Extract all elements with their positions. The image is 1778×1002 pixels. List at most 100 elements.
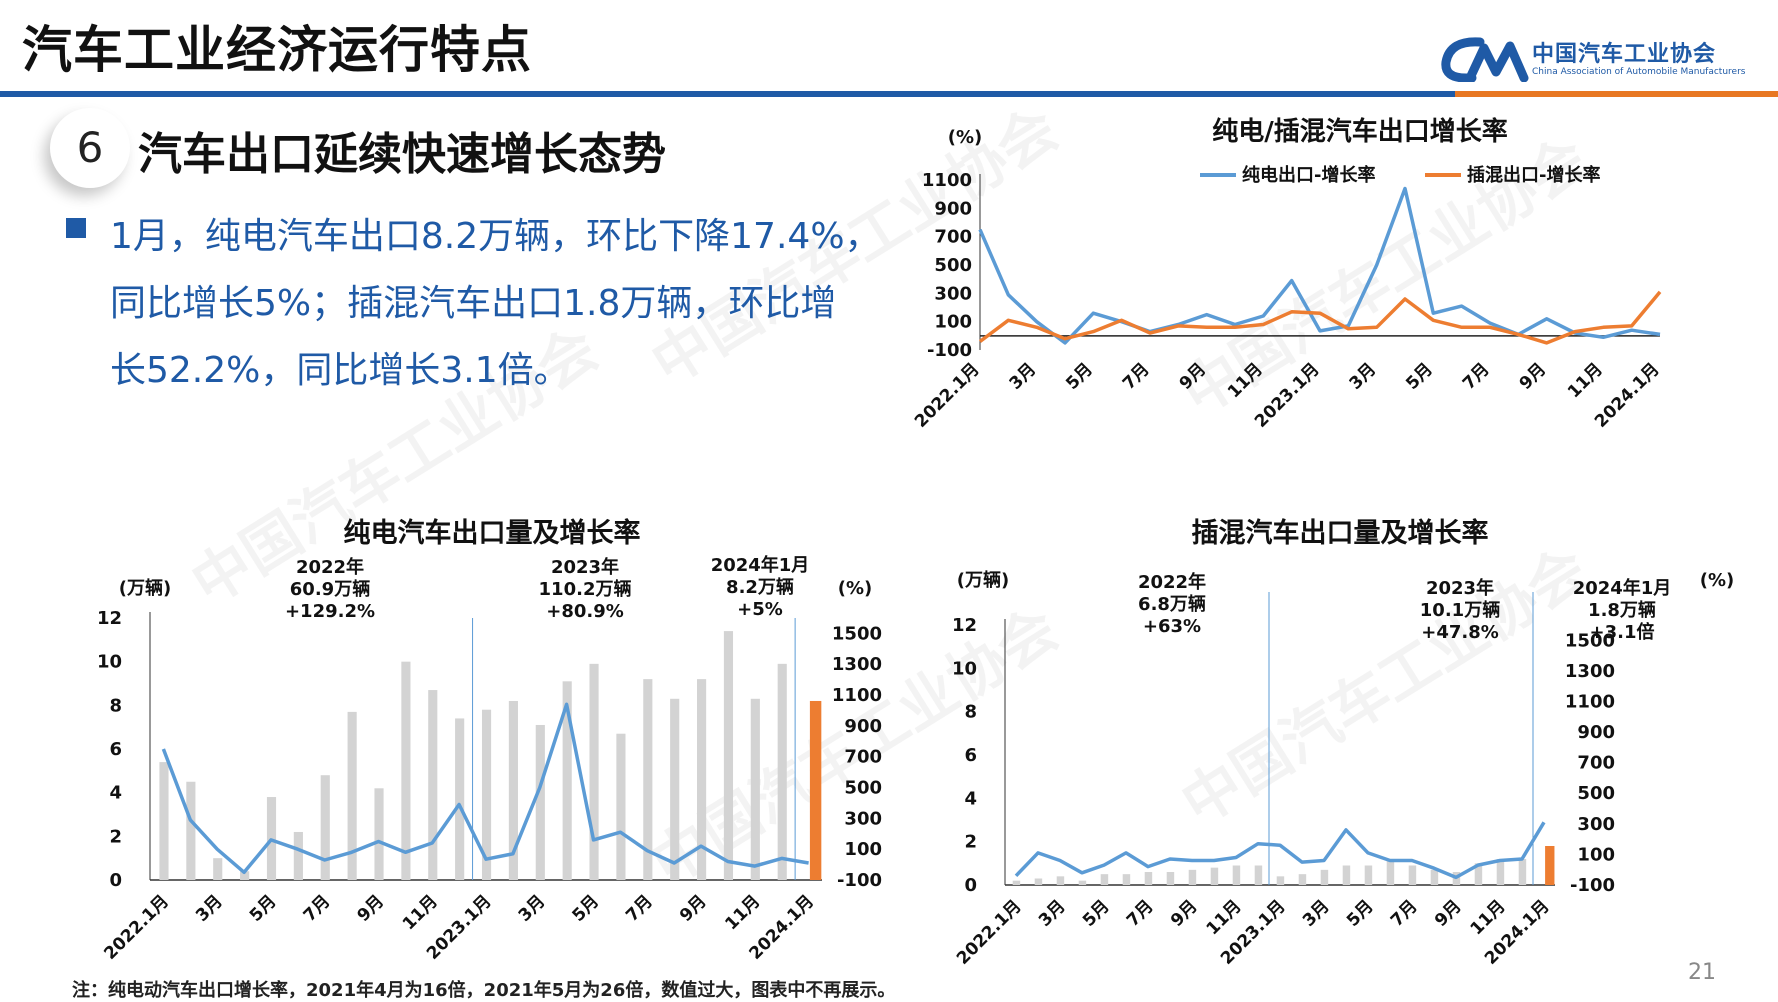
y2-tick-label: 1100 xyxy=(1565,691,1615,712)
year-summary-annotation: 10.1万辆 xyxy=(1420,599,1500,621)
export-volume-bar xyxy=(1255,866,1262,886)
export-volume-bar xyxy=(428,690,437,880)
bullet-text-line: 长52.2%，同比增长3.1倍。 xyxy=(110,341,570,393)
y2-tick-label: 700 xyxy=(844,747,882,768)
y2-tick-label: 1500 xyxy=(832,623,882,644)
x-tick-label: 7月 xyxy=(1387,896,1422,931)
x-tick-label: 11月 xyxy=(721,891,764,934)
x-tick-label: 5月 xyxy=(569,891,604,926)
x-tick-label: 7月 xyxy=(1123,896,1158,931)
y-tick-label: -100 xyxy=(927,340,972,361)
y-tick-label: 1100 xyxy=(922,170,972,191)
y-tick-label: 0 xyxy=(109,870,122,891)
x-tick-label: 5月 xyxy=(1079,896,1114,931)
export-volume-bar xyxy=(1277,876,1284,885)
export-volume-bar xyxy=(1343,866,1350,886)
export-volume-bar xyxy=(1365,866,1372,886)
x-tick-label: 9月 xyxy=(1516,359,1551,394)
export-volume-bar xyxy=(1079,881,1086,885)
y2-tick-label: 900 xyxy=(844,716,882,737)
export-volume-bar xyxy=(1409,866,1416,886)
export-volume-bar xyxy=(1233,866,1240,886)
footnote: 注：纯电动汽车出口增长率，2021年4月为16倍，2021年5月为26倍，数值过… xyxy=(72,976,895,1002)
export-volume-bar xyxy=(778,664,787,880)
export-volume-bar xyxy=(1123,874,1130,885)
header-rule-accent xyxy=(1455,91,1778,97)
year-summary-annotation: +63% xyxy=(1143,616,1201,637)
y2-tick-label: 300 xyxy=(844,808,882,829)
y2-tick-label: 900 xyxy=(1577,722,1615,743)
legend-label: 插混出口-增长率 xyxy=(1467,164,1600,186)
page-title: 汽车工业经济运行特点 xyxy=(22,10,532,82)
export-volume-bar xyxy=(186,782,195,880)
year-summary-annotation: +5% xyxy=(737,599,783,620)
x-tick-label: 3月 xyxy=(192,891,227,926)
y-tick-label: 4 xyxy=(964,788,977,809)
export-volume-bar xyxy=(1035,879,1042,886)
section-title: 汽车出口延续快速增长态势 xyxy=(138,118,666,182)
x-tick-label: 5月 xyxy=(1062,359,1097,394)
year-summary-annotation: 2023年 xyxy=(1426,577,1494,599)
export-volume-bar xyxy=(321,775,330,880)
chart-title: 纯电/插混汽车出口增长率 xyxy=(1212,116,1508,147)
x-tick-label: 2022.1月 xyxy=(911,359,984,432)
x-tick-label: 5月 xyxy=(1343,896,1378,931)
phev-export-chart: 插混汽车出口量及增长率(万辆)(%)024681012-100100300500… xyxy=(935,500,1775,970)
year-summary-annotation: 8.2万辆 xyxy=(726,576,794,598)
x-tick-label: 7月 xyxy=(1119,359,1154,394)
export-volume-bar xyxy=(1321,870,1328,885)
year-summary-annotation: +80.9% xyxy=(546,601,624,622)
export-volume-bar xyxy=(1101,874,1108,885)
x-tick-label: 11月 xyxy=(1224,359,1267,402)
x-tick-label: 3月 xyxy=(1035,896,1070,931)
x-tick-label: 5月 xyxy=(1402,359,1437,394)
bev-export-chart: 纯电汽车出口量及增长率(万辆)(%)024681012-100100300500… xyxy=(60,500,930,970)
y-tick-label: 12 xyxy=(952,615,977,636)
export-volume-bar xyxy=(294,832,303,880)
series-line xyxy=(980,189,1660,343)
export-volume-bar xyxy=(1545,846,1554,885)
year-summary-annotation: +47.8% xyxy=(1421,622,1499,643)
year-summary-annotation: 6.8万辆 xyxy=(1138,593,1206,615)
x-tick-label: 7月 xyxy=(300,891,335,926)
y-tick-label: 100 xyxy=(934,312,972,333)
export-volume-bar xyxy=(401,662,410,880)
x-tick-label: 3月 xyxy=(1299,896,1334,931)
y2-tick-label: 500 xyxy=(844,778,882,799)
x-tick-label: 7月 xyxy=(1459,359,1494,394)
export-volume-bar xyxy=(616,734,625,880)
y-axis-unit: (万辆) xyxy=(119,577,171,599)
chart-title: 纯电汽车出口量及增长率 xyxy=(344,517,641,549)
y2-tick-label: 100 xyxy=(844,839,882,860)
y2-tick-label: 1300 xyxy=(832,654,882,675)
y2-tick-label: 500 xyxy=(1577,783,1615,804)
y2-tick-label: 100 xyxy=(1577,844,1615,865)
y-tick-label: 2 xyxy=(964,832,977,853)
y2-axis-unit: (%) xyxy=(838,578,873,599)
y2-axis-unit: (%) xyxy=(1700,570,1735,591)
y2-tick-label: 300 xyxy=(1577,814,1615,835)
y-tick-label: 10 xyxy=(952,658,977,679)
export-volume-bar xyxy=(1167,872,1174,885)
x-tick-label: 11月 xyxy=(399,891,442,934)
x-tick-label: 9月 xyxy=(1167,896,1202,931)
export-volume-bar xyxy=(159,762,168,880)
x-tick-label: 9月 xyxy=(353,891,388,926)
year-summary-annotation: 1.8万辆 xyxy=(1588,599,1656,621)
y-tick-label: 300 xyxy=(934,283,972,304)
y-tick-label: 700 xyxy=(934,227,972,248)
export-volume-bar xyxy=(751,699,760,880)
y2-tick-label: 700 xyxy=(1577,753,1615,774)
logo-name-en: China Association of Automobile Manufact… xyxy=(1532,67,1745,77)
export-volume-bar xyxy=(1211,868,1218,885)
bullet-square-icon xyxy=(66,218,86,238)
chart-title: 插混汽车出口量及增长率 xyxy=(1192,517,1489,549)
export-volume-bar xyxy=(1519,859,1526,885)
year-summary-annotation: 2024年1月 xyxy=(711,554,810,576)
year-summary-annotation: +129.2% xyxy=(285,601,375,622)
x-tick-label: 7月 xyxy=(622,891,657,926)
section-number-badge: 6 xyxy=(50,108,130,188)
x-tick-label: 9月 xyxy=(676,891,711,926)
logo-name-cn: 中国汽车工业协会 xyxy=(1532,36,1716,68)
export-volume-bar xyxy=(455,718,464,880)
